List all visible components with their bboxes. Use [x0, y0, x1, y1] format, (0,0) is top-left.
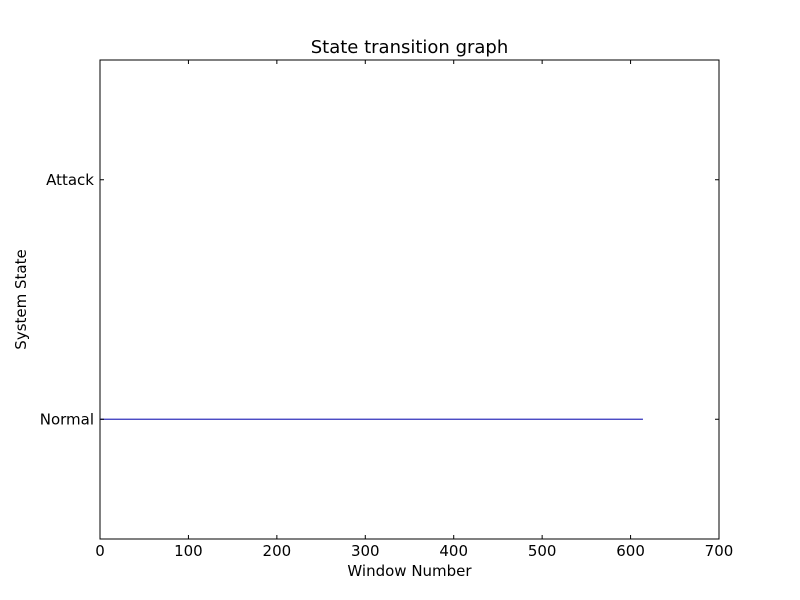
x-tick-label: 600	[616, 542, 645, 560]
x-tick-label: 500	[528, 542, 557, 560]
x-tick-label: 300	[351, 542, 380, 560]
x-tick-label: 700	[705, 542, 734, 560]
y-axis-label: System State	[12, 249, 30, 349]
x-tick-label: 400	[439, 542, 468, 560]
chart-title: State transition graph	[311, 37, 509, 58]
x-tick-label: 100	[174, 542, 203, 560]
y-tick-label: Attack	[46, 171, 94, 189]
y-tick-label: Normal	[40, 410, 94, 428]
plot-area-frame	[99, 59, 720, 540]
x-tick-label: 0	[95, 542, 105, 560]
x-tick-label: 200	[263, 542, 292, 560]
ticks-layer: 0 100 200 300 400 500 600 700 Normal Attack	[40, 60, 734, 560]
x-axis-label: Window Number	[347, 562, 472, 580]
